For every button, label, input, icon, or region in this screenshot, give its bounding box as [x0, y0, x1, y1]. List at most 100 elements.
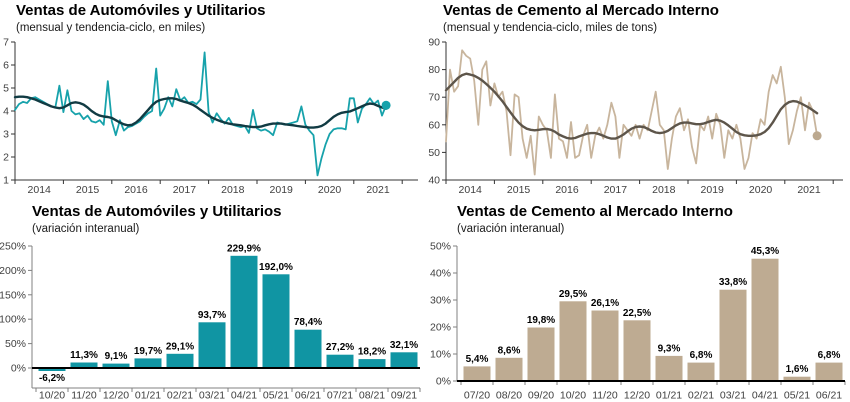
x-tick-label: 2015	[76, 184, 100, 196]
bar-value-label: 78,4%	[294, 317, 322, 328]
trend-line	[444, 72, 819, 140]
bar	[495, 357, 523, 381]
y-tick-label: 6	[3, 60, 9, 72]
bar	[815, 362, 843, 381]
bar-value-label: 18,2%	[358, 347, 386, 358]
bar	[687, 362, 715, 381]
x-tick-label: 2016	[555, 184, 579, 196]
bar	[559, 301, 587, 381]
x-tick-label: 09/20	[528, 390, 554, 402]
x-tick-label: 08/21	[359, 390, 385, 402]
bars	[38, 255, 418, 371]
chart-title-cemento-bars: Ventas de Cemento al Mercado Interno	[457, 203, 733, 220]
x-tick-label: 2019	[701, 184, 725, 196]
panel-autos-bars: Ventas de Automóviles y Utilitarios (var…	[0, 201, 425, 402]
x-tick-label: 02/21	[167, 390, 193, 402]
y-tick-label: 5	[3, 83, 9, 95]
bar-value-label: 19,8%	[527, 315, 555, 326]
bar-value-label: 229,9%	[227, 243, 261, 254]
bar	[102, 363, 130, 368]
y-tick-label: 150%	[0, 289, 26, 301]
bar	[134, 358, 162, 368]
bar	[390, 352, 418, 368]
y-tick-label: 2	[3, 152, 9, 164]
y-tick-label: 250%	[0, 241, 26, 253]
x-tick-label: 01/21	[135, 390, 161, 402]
x-tick-label: 2015	[507, 184, 531, 196]
chart-title-autos-bars: Ventas de Automóviles y Utilitarios	[32, 203, 282, 220]
x-tick-label: 01/21	[656, 390, 682, 402]
bar-value-label: 19,7%	[134, 346, 162, 357]
bar-value-label: 29,1%	[166, 341, 194, 352]
bar	[262, 274, 290, 368]
bar	[358, 359, 386, 368]
y-tick-label: 20%	[430, 322, 451, 334]
x-tick-label: 2020	[749, 184, 773, 196]
autos-line-chart: 1 2 3 4 5 6 7 2014 2015 2016 2017 2018 2019 2020 2021	[3, 37, 418, 197]
chart-subtitle-cemento-bars: (variación interanual)	[457, 223, 565, 235]
x-tick-label: 11/20	[71, 390, 97, 402]
y-tick-label: 7	[3, 37, 9, 49]
x-tick-label: 05/21	[784, 390, 810, 402]
panel-autos-line: Ventas de Automóviles y Utilitarios (men…	[0, 0, 425, 201]
bars	[463, 258, 843, 382]
y-tick-label: 0%	[11, 363, 26, 375]
y-tick-label: 3	[3, 129, 9, 141]
chart-subtitle-cemento-line: (mensual y tendencia-ciclo, miles de ton…	[443, 22, 658, 34]
bar-value-label: 11,3%	[70, 350, 98, 361]
bar	[623, 320, 651, 382]
x-tick-label: 2014	[28, 184, 52, 196]
x-tick-label: 03/21	[199, 390, 225, 402]
monthly-line	[445, 49, 819, 176]
bar-value-label: 32,1%	[390, 340, 418, 351]
end-dot	[812, 131, 822, 141]
y-tick-label: 40%	[430, 268, 451, 280]
x-tick-label: 2019	[270, 184, 294, 196]
x-tick-label: 04/21	[231, 390, 257, 402]
x-tick-label: 2016	[124, 184, 148, 196]
x-tick-label: 07/21	[327, 390, 353, 402]
chart-subtitle-autos-bars: (variación interanual)	[32, 223, 140, 235]
bar-value-label: 33,8%	[719, 277, 747, 288]
bar	[527, 327, 555, 381]
bar-value-label: 93,7%	[198, 310, 226, 321]
tick-labels: 0% 50% 100% 150% 200% 250% 10/20 11/20 12/20 01/2…	[0, 241, 417, 402]
x-tick-label: 12/20	[624, 390, 650, 402]
bar	[783, 376, 811, 381]
bar-value-label: 5,4%	[466, 354, 489, 365]
bar	[751, 258, 779, 381]
bar	[70, 362, 98, 368]
trend-line	[13, 95, 388, 129]
bar	[294, 329, 322, 368]
tick-labels: 1 2 3 4 5 6 7 2014 2015 2016 2017 2018 2019 2020 2021	[3, 37, 390, 197]
x-tick-label: 10/20	[39, 390, 65, 402]
y-tick-label: 10%	[430, 349, 451, 361]
x-tick-label: 06/21	[295, 390, 321, 402]
chart-title-cemento-line: Ventas de Cemento al Mercado Interno	[443, 2, 719, 19]
x-tick-label: 2018	[221, 184, 245, 196]
bar-value-label: 6,8%	[818, 350, 841, 361]
tick-labels: 0% 10% 20% 30% 40% 50% 07/20 08/20 09/20 10/20 11/…	[430, 241, 842, 402]
y-tick-label: 1	[3, 175, 9, 187]
bar-value-label: 27,2%	[326, 342, 354, 353]
x-tick-label: 04/21	[752, 390, 778, 402]
y-tick-label: 70	[428, 92, 440, 104]
tick-labels: 40 50 60 70 80 90 2014 2015 2016 2017 2018 2019 2020…	[428, 37, 821, 197]
x-tick-label: 10/20	[560, 390, 586, 402]
x-tick-label: 2020	[318, 184, 342, 196]
bar-value-label: 6,8%	[690, 350, 713, 361]
chart-title-autos-line: Ventas de Automóviles y Utilitarios	[16, 2, 266, 19]
end-dot	[381, 100, 391, 110]
x-tick-label: 06/21	[816, 390, 842, 402]
x-tick-label: 2017	[604, 184, 628, 196]
bar-labels: -6,2% 11,3% 9,1% 19,7% 29,1% 93,7% 229,9% 192,0…	[39, 243, 418, 384]
axes	[11, 41, 418, 184]
x-tick-label: 05/21	[263, 390, 289, 402]
x-tick-label: 2018	[652, 184, 676, 196]
y-tick-label: 30%	[430, 295, 451, 307]
x-tick-label: 03/21	[720, 390, 746, 402]
y-tick-label: 60	[428, 119, 440, 131]
autos-bar-chart: 0% 50% 100% 150% 200% 250% 10/20 11/20 12/20 01/2…	[0, 241, 421, 402]
monthly-line	[14, 51, 388, 177]
bar-value-label: 29,5%	[559, 289, 587, 300]
